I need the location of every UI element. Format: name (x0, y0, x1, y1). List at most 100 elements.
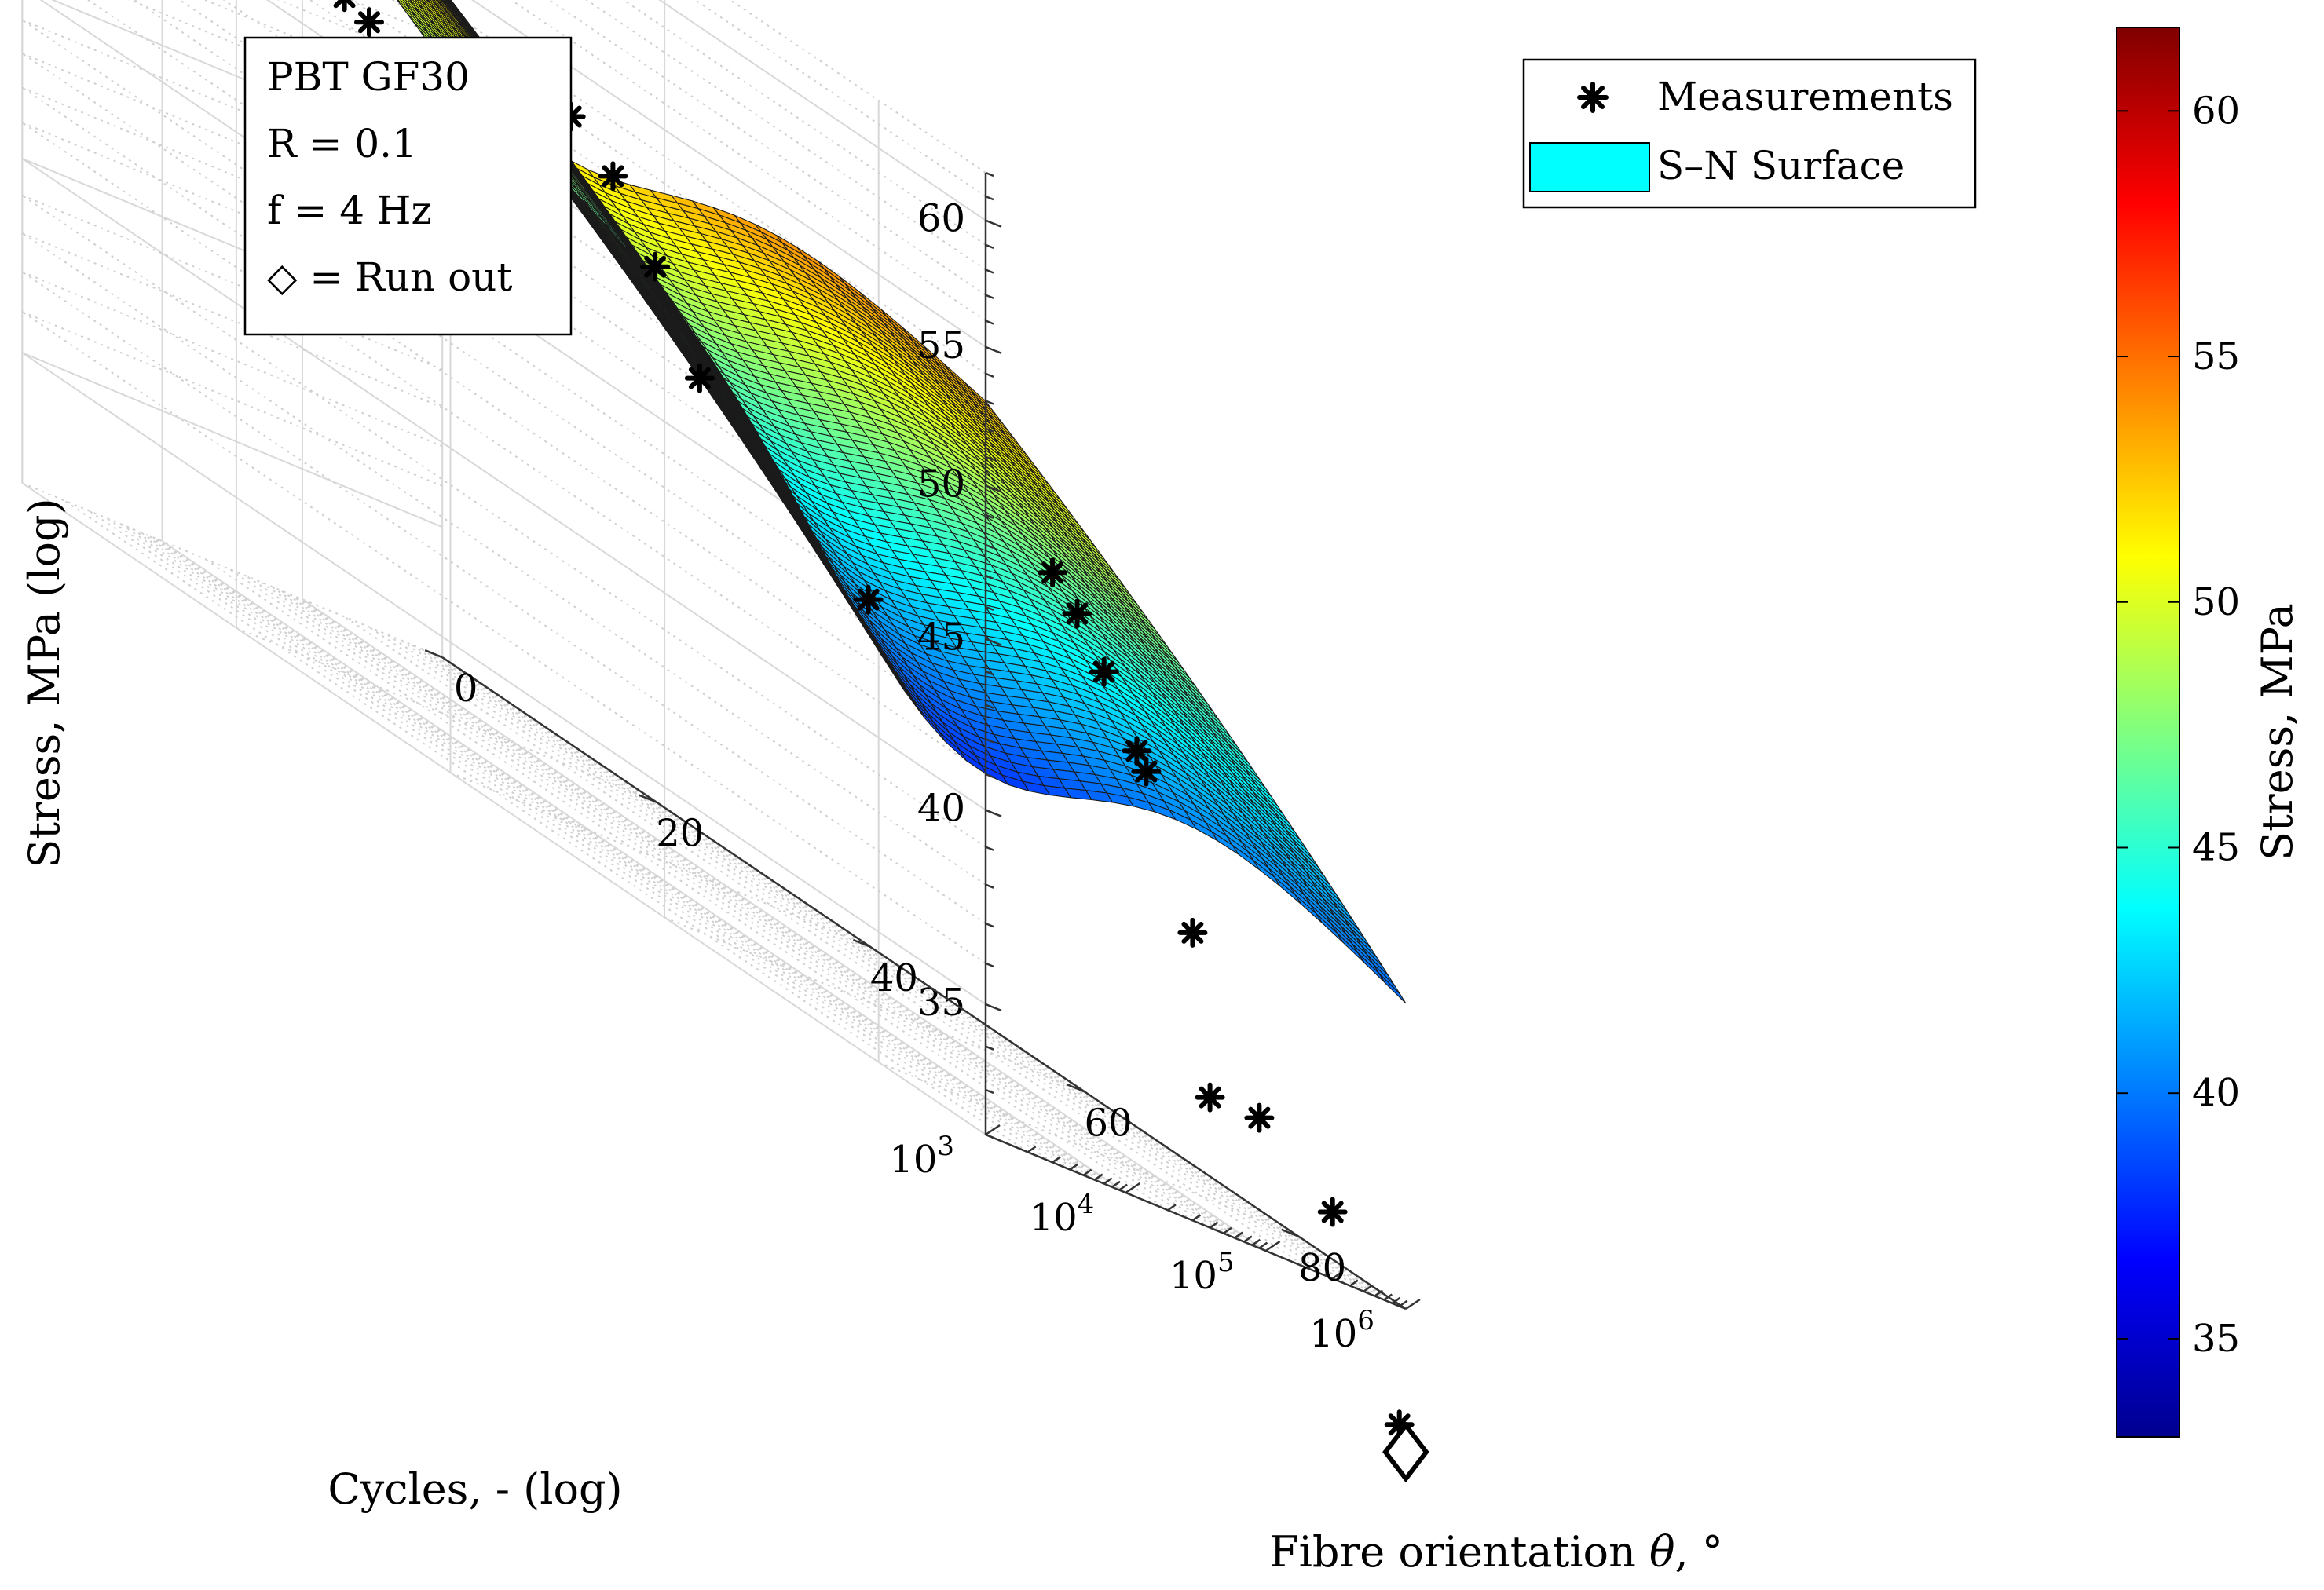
measurement-point (1062, 598, 1092, 629)
theta-axis-tick (639, 794, 657, 803)
theta-tick-label: 80 (1298, 1246, 1346, 1290)
floor-gridline (236, 627, 657, 803)
z-axis-minor-tick (985, 962, 994, 968)
surface-patch (1378, 973, 1407, 1004)
wall-minor-gridline (21, 271, 443, 448)
wall-gridline (21, 158, 986, 811)
z-axis-tick (985, 809, 1002, 817)
floor-gridline (664, 916, 1085, 1093)
wall-minor-gridline (21, 194, 443, 371)
z-axis-minor-tick (985, 738, 994, 744)
wall-minor-gridline (127, 0, 443, 130)
cycles-axis-minor-tick (1349, 1279, 1359, 1287)
floor-gridline (368, 626, 1334, 1280)
cycles-axis-minor-tick (1167, 1204, 1177, 1212)
theta-tick-label: 60 (1084, 1101, 1132, 1145)
cycles-axis-tick (1264, 1240, 1281, 1252)
floor-gridline (21, 482, 986, 1135)
x-axis-label: Fibre orientation θ, ° (1269, 1527, 1723, 1577)
measurement-point (598, 161, 628, 192)
z-axis-minor-tick (985, 400, 994, 405)
z-axis-minor-tick (985, 171, 994, 177)
cycles-axis-minor-tick (1209, 1221, 1219, 1229)
cycles-axis-minor-tick (1251, 1238, 1261, 1246)
colorbar-tick-label: 40 (2192, 1071, 2240, 1115)
cycles-axis-minor-tick (1027, 1146, 1037, 1153)
legend-surface-swatch (1529, 142, 1650, 192)
floor-gridline (162, 540, 1126, 1193)
z-axis-minor-tick (985, 427, 994, 433)
floor-gridline (344, 616, 1308, 1270)
cycles-axis-minor-tick (1307, 1262, 1316, 1270)
z-axis-tick (985, 484, 1002, 493)
z-axis-minor-tick (985, 543, 994, 550)
z-tick-label: 55 (917, 323, 965, 367)
floor-gridline (435, 653, 1400, 1307)
cycles-axis-minor-tick (1258, 1241, 1268, 1249)
theta-axis-tick (424, 649, 443, 659)
cycles-axis-minor-tick (1111, 1180, 1121, 1188)
legend-measurements-label: Measurements (1657, 74, 1953, 119)
wall-minor-gridline (21, 86, 986, 740)
measurement-point (853, 584, 884, 615)
z-axis-minor-tick (985, 1045, 994, 1051)
floor-gridline (411, 643, 1375, 1297)
z-axis-tick (985, 345, 1002, 355)
z-tick-label: 40 (917, 787, 965, 831)
run-out-point (1382, 1421, 1429, 1483)
z-tick-label: 45 (917, 616, 965, 660)
cycles-tick-label: 105 (1169, 1247, 1235, 1298)
measurement-point (640, 251, 671, 282)
wall-minor-gridline (21, 232, 986, 886)
z-axis-tick (985, 1003, 1002, 1012)
z-axis-minor-tick (985, 372, 994, 378)
cycles-axis-minor-tick (1243, 1235, 1253, 1243)
theta-axis-tick (1067, 1084, 1085, 1093)
colorbar-tick-label: 45 (2192, 825, 2240, 869)
z-axis-minor-tick (985, 243, 994, 250)
info-material: PBT GF30 (267, 54, 470, 100)
cycles-axis-minor-tick (1069, 1163, 1079, 1171)
cycles-axis-minor-tick (1331, 1272, 1341, 1280)
wall-minor-gridline (21, 232, 443, 408)
measurement-point (1131, 756, 1162, 787)
cycles-axis-minor-tick (1052, 1156, 1061, 1164)
z-axis-tick (985, 219, 1002, 228)
z-axis-minor-tick (985, 294, 994, 299)
cycles-axis-minor-tick (1094, 1173, 1103, 1181)
z-axis-minor-tick (985, 773, 994, 779)
theta-tick-label: 0 (454, 667, 478, 711)
info-frequency: f = 4 Hz (267, 188, 432, 233)
measurement-point (1122, 736, 1152, 766)
z-axis-minor-tick (985, 1088, 994, 1095)
theta-tick-label: 40 (870, 956, 918, 1000)
colorbar-tick-label: 55 (2192, 334, 2240, 378)
wall-minor-gridline (21, 86, 443, 263)
cycles-axis-minor-tick (1391, 1296, 1401, 1304)
cycles-axis-minor-tick (1191, 1214, 1202, 1222)
wall-minor-gridline (21, 122, 986, 775)
floor-gridline (88, 510, 1053, 1164)
wall-minor-gridline (21, 194, 986, 848)
wall-minor-gridline (21, 53, 986, 706)
cycles-axis-tick (985, 1124, 1001, 1136)
wall-minor-gridline (21, 53, 443, 228)
z-axis-minor-tick (985, 269, 994, 274)
wall-minor-gridline (21, 311, 443, 487)
z-axis-label: Stress, MPa (log) (20, 498, 69, 868)
colorbar-label: Stress, MPa (2253, 603, 2302, 861)
info-stress-ratio: R = 0.1 (267, 121, 417, 166)
floor-grid (21, 482, 1400, 1307)
cycles-axis-minor-tick (1118, 1183, 1128, 1191)
measurement-point (1317, 1197, 1348, 1227)
theta-axis-tick (1281, 1228, 1300, 1237)
cycles-axis-minor-tick (1082, 1168, 1092, 1176)
floor-gridline (288, 593, 1253, 1246)
measurement-point (1244, 1102, 1275, 1133)
info-run-out: ◇ = Run out (267, 254, 512, 300)
floor-gridline (450, 772, 871, 948)
z-axis-minor-tick (985, 574, 994, 580)
wall-gridline (21, 352, 443, 528)
measurement-point (333, 0, 356, 13)
